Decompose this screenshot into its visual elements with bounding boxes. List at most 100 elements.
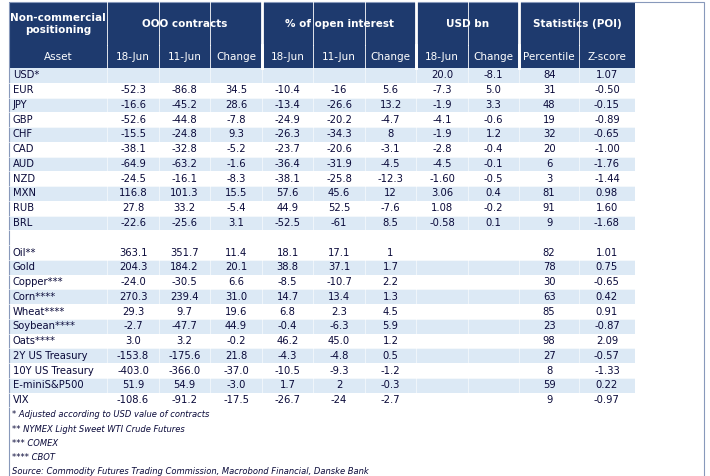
Text: -16.1: -16.1 — [172, 174, 197, 184]
Bar — [313, 127, 365, 142]
Text: 5.6: 5.6 — [383, 85, 398, 95]
Bar — [313, 378, 365, 393]
Bar — [416, 363, 468, 378]
Bar — [579, 186, 635, 201]
Bar — [468, 157, 519, 171]
Text: E-miniS&P500: E-miniS&P500 — [13, 380, 83, 390]
Text: -52.5: -52.5 — [275, 218, 300, 228]
Bar — [519, 45, 579, 68]
Text: -47.7: -47.7 — [172, 321, 197, 331]
Bar — [9, 378, 107, 393]
Text: 27: 27 — [542, 351, 555, 361]
Bar — [159, 83, 210, 98]
Text: 9: 9 — [546, 395, 552, 405]
Text: 0.75: 0.75 — [596, 262, 618, 272]
Text: -24.5: -24.5 — [120, 174, 146, 184]
Bar — [107, 245, 159, 260]
Bar — [210, 230, 262, 245]
Text: -24.0: -24.0 — [120, 277, 146, 287]
Text: 19.6: 19.6 — [225, 307, 247, 317]
Bar — [159, 245, 210, 260]
Bar — [9, 127, 107, 142]
Bar — [9, 112, 107, 127]
Text: Change: Change — [216, 51, 256, 62]
Bar — [210, 142, 262, 157]
Text: -16: -16 — [331, 85, 347, 95]
Text: Non-commercial
positioning: Non-commercial positioning — [10, 13, 106, 35]
Bar — [210, 186, 262, 201]
Text: 81: 81 — [543, 188, 555, 198]
Bar — [9, 334, 107, 348]
Text: 1.7: 1.7 — [280, 380, 295, 390]
Text: -0.65: -0.65 — [594, 129, 620, 139]
Text: 23: 23 — [543, 321, 555, 331]
Bar — [365, 216, 416, 230]
Text: -22.6: -22.6 — [120, 218, 146, 228]
Bar — [262, 348, 313, 363]
Bar — [262, 378, 313, 393]
Bar — [159, 186, 210, 201]
Text: 1.2: 1.2 — [486, 129, 501, 139]
Bar — [416, 98, 468, 112]
Text: 0.98: 0.98 — [596, 188, 618, 198]
Bar — [9, 363, 107, 378]
Bar — [262, 45, 313, 68]
Bar — [159, 201, 210, 216]
Text: -0.4: -0.4 — [278, 321, 297, 331]
Text: 45.0: 45.0 — [328, 336, 350, 346]
Text: -5.2: -5.2 — [226, 144, 246, 154]
Bar — [579, 127, 635, 142]
Bar — [210, 112, 262, 127]
Bar — [313, 216, 365, 230]
Text: -3.1: -3.1 — [381, 144, 400, 154]
Text: 239.4: 239.4 — [170, 292, 199, 302]
Bar — [210, 68, 262, 83]
Bar — [519, 142, 579, 157]
Bar — [519, 260, 579, 275]
Text: -1.33: -1.33 — [594, 366, 620, 376]
Bar — [365, 98, 416, 112]
Bar — [579, 319, 635, 334]
Text: -4.8: -4.8 — [329, 351, 349, 361]
Bar — [107, 98, 159, 112]
Text: 1.08: 1.08 — [431, 203, 453, 213]
Text: -64.9: -64.9 — [120, 159, 146, 169]
Bar — [313, 319, 365, 334]
Bar — [416, 142, 468, 157]
Text: 82: 82 — [543, 248, 555, 258]
Text: 1.07: 1.07 — [596, 70, 618, 80]
Bar — [159, 112, 210, 127]
Text: -0.6: -0.6 — [484, 115, 503, 125]
Bar — [365, 334, 416, 348]
Text: -0.5: -0.5 — [484, 174, 503, 184]
Text: 2Y US Treasury: 2Y US Treasury — [13, 351, 87, 361]
Text: -26.3: -26.3 — [275, 129, 300, 139]
Text: -8.1: -8.1 — [484, 70, 503, 80]
Bar — [262, 304, 313, 319]
Text: 20: 20 — [543, 144, 555, 154]
Text: 1.60: 1.60 — [596, 203, 618, 213]
Bar — [210, 304, 262, 319]
Text: -2.8: -2.8 — [432, 144, 452, 154]
Bar — [416, 230, 468, 245]
Text: -0.58: -0.58 — [429, 218, 455, 228]
Text: Copper***: Copper*** — [13, 277, 63, 287]
Text: BRL: BRL — [13, 218, 32, 228]
Bar — [159, 142, 210, 157]
Bar — [365, 363, 416, 378]
Text: 34.5: 34.5 — [225, 85, 247, 95]
Bar — [262, 319, 313, 334]
Text: 0.42: 0.42 — [596, 292, 618, 302]
Text: -25.8: -25.8 — [326, 174, 352, 184]
Text: 84: 84 — [543, 70, 555, 80]
Text: -0.50: -0.50 — [594, 85, 620, 95]
Text: 13.2: 13.2 — [379, 100, 402, 110]
Bar — [313, 186, 365, 201]
Text: -1.76: -1.76 — [594, 159, 620, 169]
Bar — [468, 319, 519, 334]
Bar — [579, 378, 635, 393]
Text: -9.3: -9.3 — [329, 366, 349, 376]
Text: 184.2: 184.2 — [170, 262, 199, 272]
Bar — [9, 319, 107, 334]
Bar — [159, 98, 210, 112]
